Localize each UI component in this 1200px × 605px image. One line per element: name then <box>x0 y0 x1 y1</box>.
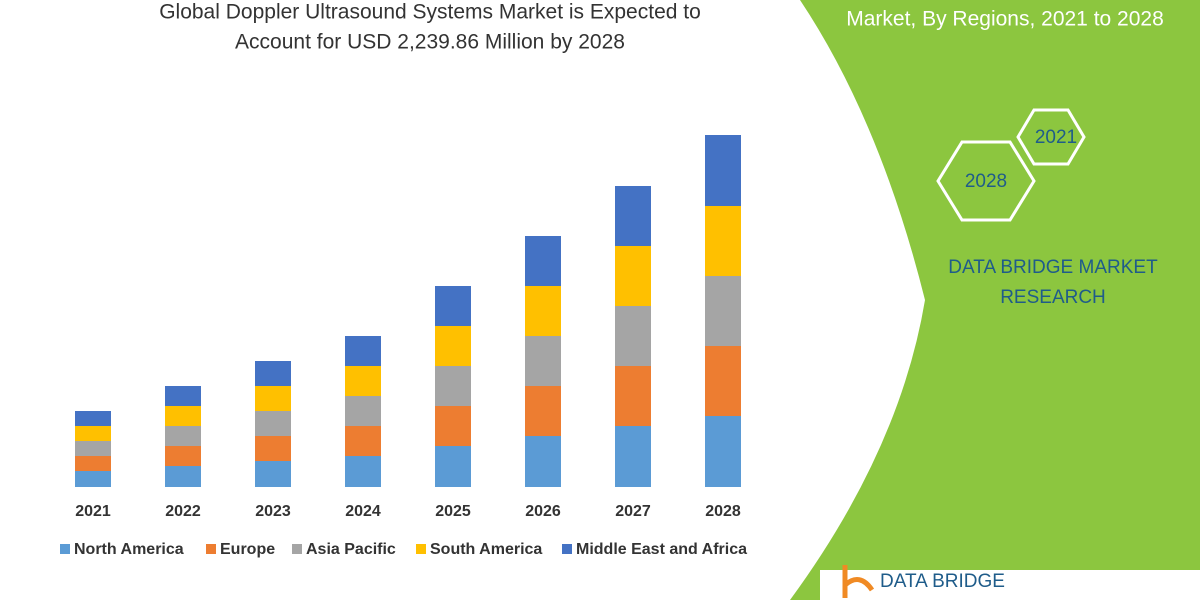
logo-bg <box>820 570 1200 600</box>
brand-text: RESEARCH <box>1000 287 1106 308</box>
bar-segment <box>255 411 291 436</box>
chart-title: Account for USD 2,239.86 Million by 2028 <box>235 31 625 54</box>
bar-segment <box>255 461 291 487</box>
legend-label: North America <box>74 541 184 558</box>
brand-text: DATA BRIDGE MARKET <box>948 257 1158 278</box>
bar-segment <box>435 446 471 487</box>
legend-swatch <box>206 544 216 554</box>
bar-segment <box>525 286 561 336</box>
bar-segment <box>435 406 471 446</box>
hexagon-label: 2028 <box>965 171 1007 192</box>
bar-segment <box>165 426 201 446</box>
legend-swatch <box>562 544 572 554</box>
x-tick-label: 2024 <box>345 503 381 520</box>
bar-segment <box>165 466 201 487</box>
x-tick-label: 2027 <box>615 503 651 520</box>
bar-segment <box>435 286 471 326</box>
bar-segment <box>165 386 201 406</box>
legend-label: South America <box>430 541 542 558</box>
chart-title: Global Doppler Ultrasound Systems Market… <box>159 1 701 24</box>
bar-segment <box>705 346 741 416</box>
x-tick-label: 2021 <box>75 503 111 520</box>
legend-swatch <box>292 544 302 554</box>
bar-segment <box>615 246 651 306</box>
bar-segment <box>345 336 381 366</box>
x-tick-label: 2026 <box>525 503 561 520</box>
bar-segment <box>345 366 381 396</box>
logo-text: DATA BRIDGE <box>880 571 1005 592</box>
bar-segment <box>525 336 561 386</box>
bar-segment <box>75 456 111 471</box>
bar-segment <box>345 426 381 456</box>
x-tick-label: 2028 <box>705 503 741 520</box>
bar-segment <box>525 236 561 286</box>
legend-label: Asia Pacific <box>306 541 396 558</box>
bar-segment <box>525 436 561 487</box>
bar-segment <box>435 326 471 366</box>
x-tick-label: 2023 <box>255 503 291 520</box>
bar-segment <box>75 471 111 487</box>
hexagon <box>936 140 1036 222</box>
bar-segment <box>615 186 651 246</box>
bar-segment <box>75 441 111 456</box>
bar-segment <box>705 135 741 206</box>
legend-swatch <box>416 544 426 554</box>
x-tick-label: 2025 <box>435 503 471 520</box>
bar-segment <box>165 406 201 426</box>
bar-segment <box>705 416 741 487</box>
bar-segment <box>255 361 291 386</box>
bar-segment <box>705 276 741 346</box>
logo-icon <box>842 565 875 598</box>
bar-segment <box>255 386 291 411</box>
bar-segment <box>705 206 741 276</box>
bar-segment <box>615 366 651 426</box>
bar-segment <box>345 396 381 426</box>
bar-segment <box>525 386 561 436</box>
hexagon-label: 2021 <box>1035 127 1077 148</box>
bar-segment <box>615 426 651 487</box>
bar-segment <box>75 411 111 426</box>
legend-swatch <box>60 544 70 554</box>
bar-segment <box>75 426 111 441</box>
bar-segment <box>345 456 381 487</box>
side-heading: Market, By Regions, 2021 to 2028 <box>846 8 1164 31</box>
bar-segment <box>255 436 291 461</box>
bar-segment <box>165 446 201 466</box>
bar-segment <box>615 306 651 366</box>
legend-label: Europe <box>220 541 275 558</box>
x-tick-label: 2022 <box>165 503 201 520</box>
legend-label: Middle East and Africa <box>576 541 747 558</box>
side-panel-bg <box>790 0 1200 600</box>
bar-segment <box>435 366 471 406</box>
hexagon <box>1016 108 1086 166</box>
